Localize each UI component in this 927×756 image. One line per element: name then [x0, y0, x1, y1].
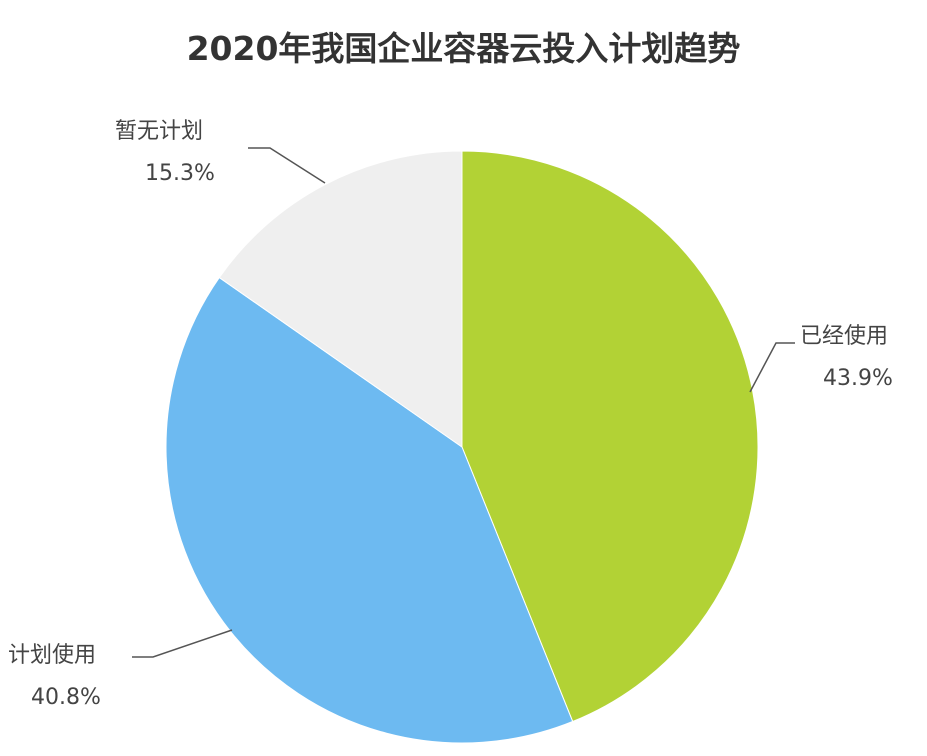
leader-line-0 — [749, 342, 795, 393]
slice-value-label-1: 40.8% — [31, 685, 101, 710]
slice-value-label-0: 43.9% — [823, 366, 893, 391]
chart-title: 2020年我国企业容器云投入计划趋势 — [186, 29, 741, 68]
pie-slice-2 — [218, 150, 463, 448]
pie-slice-0 — [461, 150, 759, 723]
leader-line-2 — [248, 147, 326, 184]
slice-value-label-2: 15.3% — [145, 161, 215, 186]
leader-line-1 — [132, 629, 233, 658]
slice-label-2: 暂无计划 — [115, 119, 203, 144]
slice-label-1: 计划使用 — [8, 643, 96, 668]
slice-label-0: 已经使用 — [800, 324, 888, 349]
